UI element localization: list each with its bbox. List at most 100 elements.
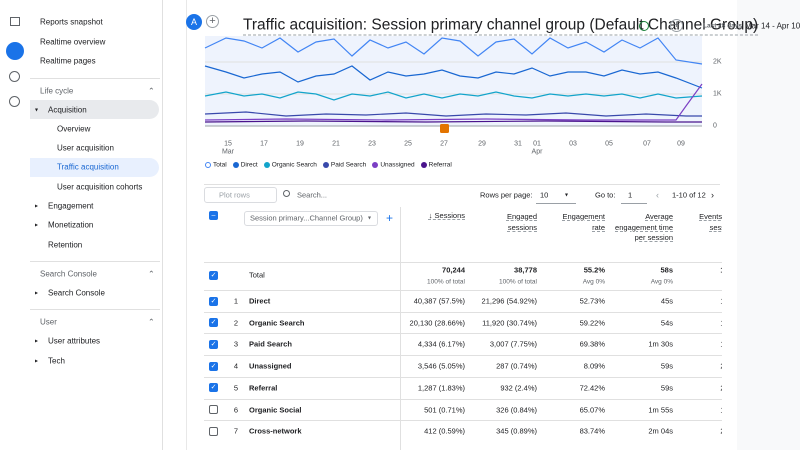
advertising-icon[interactable] bbox=[9, 96, 20, 107]
row-value: 412 (0.59%) bbox=[424, 426, 465, 436]
nav-caret: ▸ bbox=[35, 290, 39, 297]
nav-item[interactable]: Retention bbox=[48, 240, 83, 250]
section-caret: ⌃ bbox=[148, 86, 155, 95]
legend-label[interactable]: Paid Search bbox=[330, 161, 367, 169]
row-name[interactable]: Unassigned bbox=[249, 361, 292, 371]
goto-input[interactable] bbox=[621, 186, 647, 204]
row-name[interactable]: Direct bbox=[249, 296, 271, 306]
search-input[interactable]: Search... bbox=[297, 190, 328, 200]
nav-item[interactable]: User attributes bbox=[48, 336, 101, 346]
row-checkbox[interactable]: ✓ bbox=[209, 296, 218, 306]
x-axis-label: 25 bbox=[404, 140, 412, 148]
table-clip: Plot rows Search... Rows per page: 10 ▾ Go to… bbox=[200, 0, 722, 450]
row-value: 21,296 (54.92%) bbox=[481, 296, 537, 306]
prev-page[interactable]: ‹ bbox=[656, 190, 659, 200]
row-name[interactable]: Cross-network bbox=[249, 426, 302, 436]
column-header[interactable]: ↓ Sessions bbox=[428, 211, 465, 220]
home-icon[interactable] bbox=[10, 17, 20, 26]
legend-label[interactable]: Unassigned bbox=[380, 161, 415, 169]
nav-item[interactable]: Realtime pages bbox=[40, 56, 96, 66]
row-value: 17.9 bbox=[720, 318, 722, 327]
nav-item[interactable]: Acquisition bbox=[48, 105, 87, 114]
nav-item[interactable]: Tech bbox=[48, 356, 65, 365]
column-header[interactable]: Engaged sessions bbox=[506, 212, 537, 232]
plot-rows-button[interactable] bbox=[204, 187, 277, 203]
row-checkbox[interactable]: ✓ bbox=[209, 383, 218, 393]
row-checkbox[interactable]: ✓ bbox=[209, 270, 218, 280]
legend-label[interactable]: Referral bbox=[428, 161, 452, 169]
nav-item[interactable]: Monetization bbox=[48, 220, 94, 230]
legend-label[interactable]: Organic Search bbox=[271, 161, 317, 169]
avatar[interactable]: A bbox=[186, 14, 202, 30]
legend-label[interactable]: Total bbox=[213, 161, 227, 169]
row-name[interactable]: Organic Social bbox=[249, 405, 302, 414]
next-page[interactable]: › bbox=[711, 190, 714, 200]
row-value: 65.07% bbox=[579, 405, 605, 414]
nav-subitem[interactable]: Overview bbox=[57, 124, 91, 134]
legend-dot bbox=[322, 162, 329, 168]
dimension-select[interactable]: Session primary...Channel Group) bbox=[250, 213, 363, 223]
row-value: 52.73% bbox=[579, 296, 605, 306]
row-divider bbox=[204, 355, 722, 357]
row-name[interactable]: Paid Search bbox=[249, 339, 292, 349]
rows-select[interactable] bbox=[536, 186, 576, 204]
row-value: 83.74% bbox=[579, 426, 605, 436]
nav-caret: ▸ bbox=[35, 338, 39, 345]
explore-icon[interactable] bbox=[9, 71, 20, 82]
nav-item[interactable]: Realtime overview bbox=[40, 37, 106, 46]
column-divider bbox=[400, 207, 401, 450]
row-value: 72.42% bbox=[579, 383, 605, 393]
x-axis-label: 05 bbox=[605, 140, 613, 148]
row-value: 59s bbox=[660, 383, 673, 393]
goto-label: Go to: bbox=[595, 190, 616, 200]
nav-item[interactable]: Reports snapshot bbox=[40, 17, 103, 27]
series-line bbox=[204, 120, 702, 123]
nav-caret: ▸ bbox=[35, 222, 39, 229]
goto-value[interactable]: 1 bbox=[628, 190, 633, 200]
row-checkbox[interactable]: ✓ bbox=[209, 318, 218, 328]
dimension-select[interactable] bbox=[244, 211, 378, 226]
right-gutter bbox=[737, 0, 800, 450]
row-divider bbox=[204, 290, 722, 291]
legend-label[interactable]: Direct bbox=[240, 161, 258, 169]
row-name[interactable]: Referral bbox=[249, 383, 278, 393]
column-header[interactable]: Engagement rate bbox=[562, 212, 605, 232]
dimension-caret: ▾ bbox=[368, 215, 372, 222]
sidebar bbox=[30, 0, 163, 450]
nav-section[interactable]: User bbox=[40, 317, 57, 327]
nav-section[interactable]: Life cycle bbox=[40, 86, 74, 95]
add-button[interactable]: + bbox=[670, 19, 683, 32]
add-dimension[interactable]: + bbox=[386, 211, 394, 225]
row-value: 20,130 (28.66%) bbox=[409, 318, 465, 328]
row-name[interactable]: Organic Search bbox=[249, 318, 305, 328]
x-axis-label: 01 bbox=[533, 140, 541, 148]
row-value: 27.9 bbox=[720, 362, 722, 371]
nav-caret: ▾ bbox=[35, 107, 39, 113]
add-comparison[interactable]: + bbox=[206, 15, 219, 28]
nav-item[interactable]: Engagement bbox=[48, 201, 94, 211]
nav-divider bbox=[30, 77, 160, 79]
plot-rows[interactable]: Plot rows bbox=[219, 190, 250, 200]
row-checkbox[interactable]: ✓ bbox=[209, 339, 218, 349]
row-checkbox[interactable] bbox=[209, 405, 218, 414]
reports-icon[interactable] bbox=[6, 42, 24, 60]
nav-subitem[interactable]: User acquisition cohorts bbox=[57, 182, 143, 192]
row-checkbox[interactable] bbox=[209, 426, 218, 436]
nav-subitem[interactable]: Traffic acquisition bbox=[57, 162, 119, 172]
date-range[interactable]: Mar 14 - Apr 10, bbox=[745, 21, 800, 31]
x-axis-label: 07 bbox=[643, 140, 651, 148]
nav-section[interactable]: Search Console bbox=[40, 269, 97, 279]
row-index: 2 bbox=[233, 318, 239, 328]
row-value: 18.5 bbox=[720, 405, 722, 414]
legend-dot bbox=[420, 162, 427, 168]
nav-item[interactable]: Search Console bbox=[48, 288, 105, 298]
row-checkbox[interactable]: ✓ bbox=[209, 361, 218, 371]
row-value: 2m 04s bbox=[648, 426, 673, 436]
column-header[interactable]: Events per session bbox=[699, 212, 722, 232]
column-header[interactable]: Average engagement time per session bbox=[615, 212, 673, 242]
rows-per-page[interactable]: 10 bbox=[540, 190, 549, 200]
row-checkbox[interactable]: – bbox=[209, 210, 218, 220]
annotation-marker[interactable] bbox=[440, 124, 449, 133]
nav-subitem[interactable]: User acquisition bbox=[57, 143, 114, 153]
total-note: Avg 0% bbox=[650, 278, 673, 286]
